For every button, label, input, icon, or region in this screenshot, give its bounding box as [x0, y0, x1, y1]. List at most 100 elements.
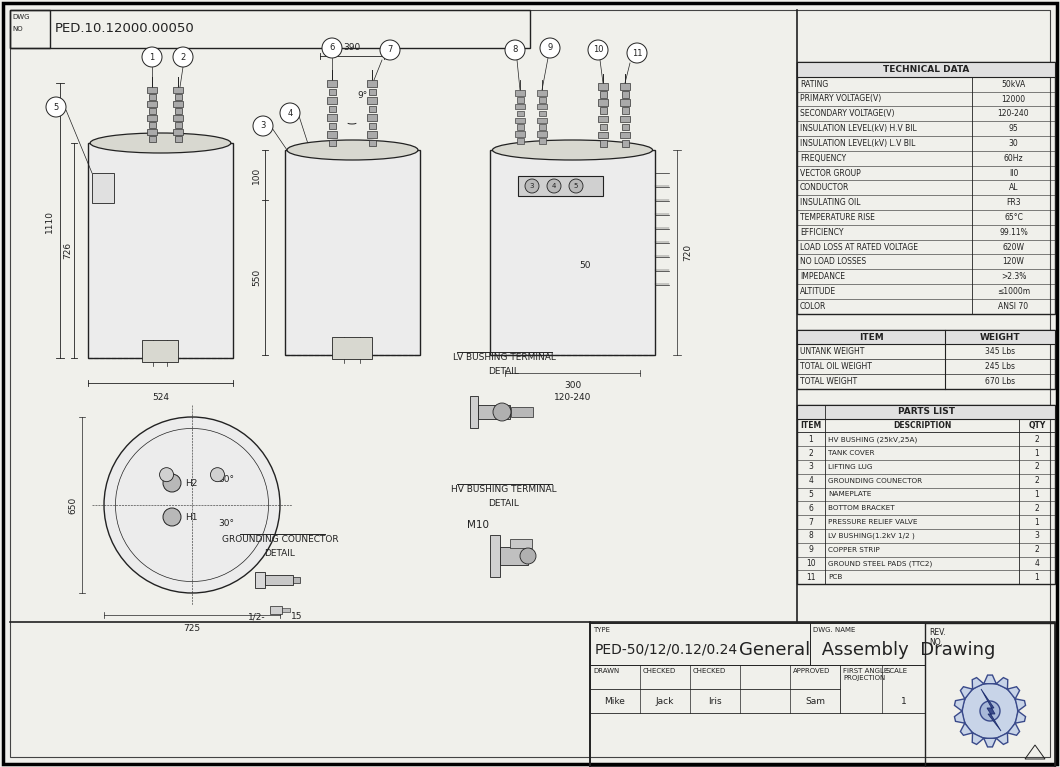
- Bar: [620, 99, 630, 106]
- Bar: [147, 87, 157, 93]
- Text: 4: 4: [809, 476, 813, 486]
- Text: Jack: Jack: [656, 696, 674, 706]
- Text: Mike: Mike: [604, 696, 625, 706]
- Bar: [515, 117, 525, 123]
- Bar: [369, 106, 375, 113]
- Text: 3: 3: [261, 121, 266, 130]
- Bar: [510, 539, 532, 548]
- Bar: [621, 140, 629, 146]
- Text: ≤1000m: ≤1000m: [997, 287, 1030, 296]
- Bar: [332, 337, 372, 359]
- Text: VECTOR GROUP: VECTOR GROUP: [800, 169, 861, 177]
- Polygon shape: [972, 677, 984, 689]
- Text: DWG. NAME: DWG. NAME: [813, 627, 855, 633]
- Text: 2: 2: [1035, 476, 1040, 486]
- Bar: [147, 101, 157, 107]
- Text: 6: 6: [330, 44, 335, 52]
- Bar: [516, 124, 524, 130]
- Text: PRESSURE RELIEF VALVE: PRESSURE RELIEF VALVE: [828, 519, 918, 525]
- Text: APPROVED: APPROVED: [793, 668, 830, 674]
- Text: GROUNDING COUNECTOR: GROUNDING COUNECTOR: [828, 478, 922, 484]
- Circle shape: [211, 468, 225, 482]
- Bar: [797, 405, 1055, 584]
- Text: 1: 1: [1035, 518, 1040, 527]
- Text: 95: 95: [1009, 124, 1019, 133]
- Text: NAMEPLATE: NAMEPLATE: [828, 492, 871, 498]
- Bar: [285, 150, 420, 355]
- Text: 390: 390: [343, 44, 360, 52]
- Text: 9: 9: [809, 545, 813, 555]
- Text: ALTITUDE: ALTITUDE: [800, 287, 836, 296]
- Text: DWG: DWG: [12, 14, 30, 20]
- Text: 245 Lbs: 245 Lbs: [985, 362, 1015, 371]
- Bar: [515, 90, 525, 96]
- Text: 9: 9: [547, 44, 552, 52]
- Text: 720: 720: [683, 244, 692, 261]
- Bar: [797, 330, 1055, 389]
- Bar: [538, 124, 546, 130]
- Circle shape: [540, 38, 560, 58]
- Text: 650: 650: [68, 496, 77, 514]
- Text: LIFTING LUG: LIFTING LUG: [828, 464, 872, 470]
- Polygon shape: [984, 675, 996, 683]
- Polygon shape: [954, 711, 965, 723]
- Text: ITEM: ITEM: [859, 333, 883, 341]
- Circle shape: [46, 97, 66, 117]
- Bar: [590, 623, 810, 665]
- Text: TOTAL WEIGHT: TOTAL WEIGHT: [800, 377, 858, 386]
- Circle shape: [253, 116, 273, 136]
- Bar: [478, 405, 510, 419]
- Bar: [537, 90, 547, 96]
- Bar: [620, 132, 630, 138]
- Text: 6: 6: [809, 504, 813, 513]
- Text: PED.10.12000.00050: PED.10.12000.00050: [55, 22, 195, 35]
- Text: 300: 300: [564, 381, 581, 390]
- Text: 8: 8: [809, 532, 813, 541]
- Bar: [516, 138, 524, 143]
- Text: General  Assembly  Drawing: General Assembly Drawing: [739, 641, 995, 660]
- Polygon shape: [960, 686, 972, 699]
- Polygon shape: [984, 739, 996, 747]
- Bar: [175, 108, 181, 114]
- Polygon shape: [954, 699, 965, 711]
- Text: TEMPERATURE RISE: TEMPERATURE RISE: [800, 213, 874, 222]
- Text: DETAIL: DETAIL: [265, 548, 296, 558]
- Bar: [367, 131, 377, 138]
- Text: 3: 3: [1035, 532, 1040, 541]
- Bar: [367, 80, 377, 87]
- Text: 3: 3: [809, 463, 813, 472]
- Text: 1: 1: [1035, 449, 1040, 458]
- Text: 11: 11: [807, 573, 816, 582]
- Circle shape: [588, 40, 608, 60]
- Text: 99.11%: 99.11%: [1000, 228, 1028, 237]
- Bar: [600, 140, 606, 146]
- Bar: [293, 577, 300, 583]
- Bar: [148, 94, 156, 100]
- Circle shape: [163, 508, 181, 526]
- Bar: [598, 132, 608, 138]
- Text: GROUND STEEL PADS (TTC2): GROUND STEEL PADS (TTC2): [828, 560, 932, 567]
- Text: Sam: Sam: [805, 696, 825, 706]
- Circle shape: [493, 403, 511, 421]
- Circle shape: [280, 103, 300, 123]
- Bar: [797, 405, 1055, 419]
- Bar: [797, 62, 1055, 314]
- Bar: [620, 116, 630, 122]
- Text: M10: M10: [467, 520, 489, 530]
- Text: DRAWN: DRAWN: [593, 668, 619, 674]
- Circle shape: [322, 38, 342, 58]
- Bar: [369, 88, 375, 95]
- Text: TOTAL OIL WEIGHT: TOTAL OIL WEIGHT: [800, 362, 872, 371]
- Bar: [326, 80, 337, 87]
- Text: CHECKED: CHECKED: [693, 668, 726, 674]
- Text: 50: 50: [579, 262, 590, 271]
- Text: ANSI 70: ANSI 70: [999, 301, 1028, 311]
- Text: QTY: QTY: [1028, 421, 1045, 430]
- Text: 1/2-: 1/2-: [248, 612, 266, 621]
- Bar: [600, 123, 606, 130]
- Text: H2: H2: [186, 479, 197, 488]
- Bar: [369, 140, 375, 146]
- Bar: [173, 101, 183, 107]
- Circle shape: [142, 47, 162, 67]
- Bar: [326, 97, 337, 104]
